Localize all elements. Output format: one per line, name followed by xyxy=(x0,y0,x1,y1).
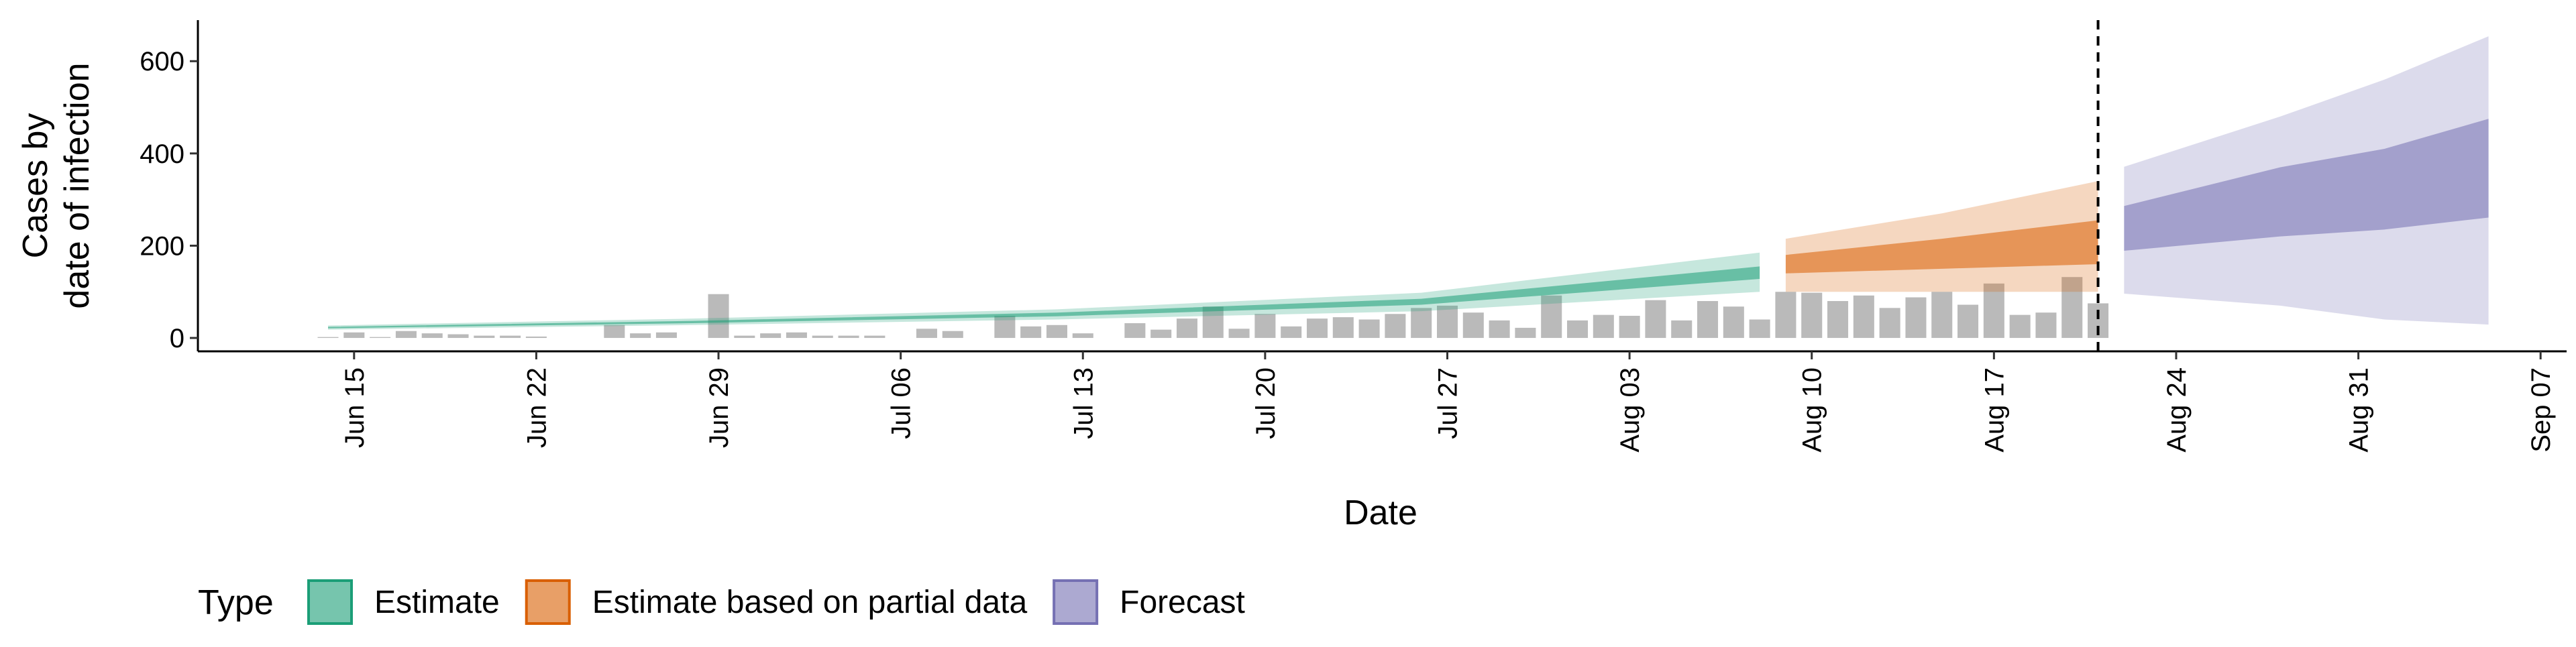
y-tick-label: 600 xyxy=(140,47,184,76)
bar xyxy=(1983,283,2004,339)
bar xyxy=(1202,306,1224,339)
bar xyxy=(942,331,963,339)
x-tick-label: Jul 06 xyxy=(887,367,916,439)
x-tick-label: Jun 29 xyxy=(704,367,734,448)
bar xyxy=(1827,301,1849,339)
bar xyxy=(1462,312,1484,339)
bar xyxy=(1645,300,1666,339)
bar xyxy=(1749,319,1770,339)
legend-swatch xyxy=(525,579,571,625)
bar xyxy=(1228,329,1250,339)
bar xyxy=(1489,320,1510,339)
legend-label: Forecast xyxy=(1120,585,1245,620)
bar xyxy=(630,333,651,339)
bar xyxy=(1515,327,1536,339)
x-tick-label: Aug 31 xyxy=(2345,367,2374,453)
bar xyxy=(1905,297,1927,339)
bar xyxy=(760,333,782,339)
x-tick-label: Jul 27 xyxy=(1434,367,1463,439)
bar xyxy=(1957,304,1979,339)
x-tick-label: Jul 13 xyxy=(1069,367,1098,439)
x-tick-label: Aug 03 xyxy=(1615,367,1645,453)
ribbon-band xyxy=(328,252,1760,330)
bar xyxy=(1931,292,1953,339)
bar xyxy=(786,332,807,339)
bar xyxy=(2009,314,2031,339)
bar xyxy=(395,331,417,339)
x-tick-label: Sep 07 xyxy=(2526,367,2556,453)
bar xyxy=(838,335,859,339)
bar xyxy=(1046,325,1067,339)
bar xyxy=(2061,277,2083,339)
bar xyxy=(500,335,521,339)
bar xyxy=(421,333,443,339)
bar xyxy=(1176,318,1198,339)
bar xyxy=(525,336,547,339)
bar xyxy=(1358,319,1380,339)
legend-swatch xyxy=(1053,579,1099,625)
x-tick-label: Jul 20 xyxy=(1251,367,1281,439)
y-tick-label: 0 xyxy=(170,324,184,353)
bar xyxy=(994,316,1016,339)
x-tick-label: Aug 17 xyxy=(1980,367,2009,453)
bar xyxy=(1332,317,1354,339)
bar xyxy=(1306,318,1328,339)
bar xyxy=(864,335,885,339)
bar xyxy=(1801,292,1823,339)
bar xyxy=(1124,323,1146,339)
legend-title: Type xyxy=(198,583,274,622)
bar xyxy=(1723,306,1744,339)
bar xyxy=(1411,308,1432,339)
bar xyxy=(1150,329,1172,339)
y-axis-title: Cases by xyxy=(16,113,55,259)
bar xyxy=(1072,333,1093,339)
bar xyxy=(734,335,755,339)
bar xyxy=(1436,305,1458,339)
y-axis-title: date of infection xyxy=(58,62,97,308)
legend-swatch xyxy=(307,579,353,625)
bar xyxy=(1775,292,1796,339)
y-tick-label: 400 xyxy=(140,139,184,169)
bar xyxy=(655,332,677,339)
bar xyxy=(474,335,495,339)
legend-label: Estimate based on partial data xyxy=(592,585,1028,620)
x-tick-label: Aug 10 xyxy=(1798,367,1827,453)
bar xyxy=(916,329,937,339)
bar xyxy=(447,334,469,339)
bar xyxy=(812,335,833,339)
bar xyxy=(1281,326,1302,339)
legend-label: Estimate xyxy=(374,585,500,620)
ribbon-band xyxy=(2124,119,2489,251)
bar xyxy=(1385,314,1406,339)
x-tick-label: Jun 22 xyxy=(522,367,551,448)
y-tick-label: 200 xyxy=(140,231,184,261)
bar xyxy=(1541,295,1562,339)
x-axis-title: Date xyxy=(1344,493,1417,532)
bar xyxy=(1697,301,1719,339)
x-tick-label: Jun 15 xyxy=(340,367,370,448)
bar xyxy=(1020,326,1042,339)
bar xyxy=(1853,295,1874,339)
x-tick-label: Aug 24 xyxy=(2162,367,2192,453)
bar xyxy=(2035,312,2057,339)
bar xyxy=(370,337,391,339)
bar xyxy=(708,294,729,339)
bar xyxy=(1593,314,1614,339)
bar xyxy=(1671,320,1693,339)
bar xyxy=(343,332,365,339)
bar xyxy=(1566,320,1589,339)
bar xyxy=(1619,316,1640,339)
bar xyxy=(317,337,339,339)
ribbon-band xyxy=(1785,220,2098,274)
bar xyxy=(1879,308,1900,339)
bar xyxy=(604,325,625,339)
ribbon-band xyxy=(328,266,1760,329)
bar xyxy=(1254,314,1276,339)
